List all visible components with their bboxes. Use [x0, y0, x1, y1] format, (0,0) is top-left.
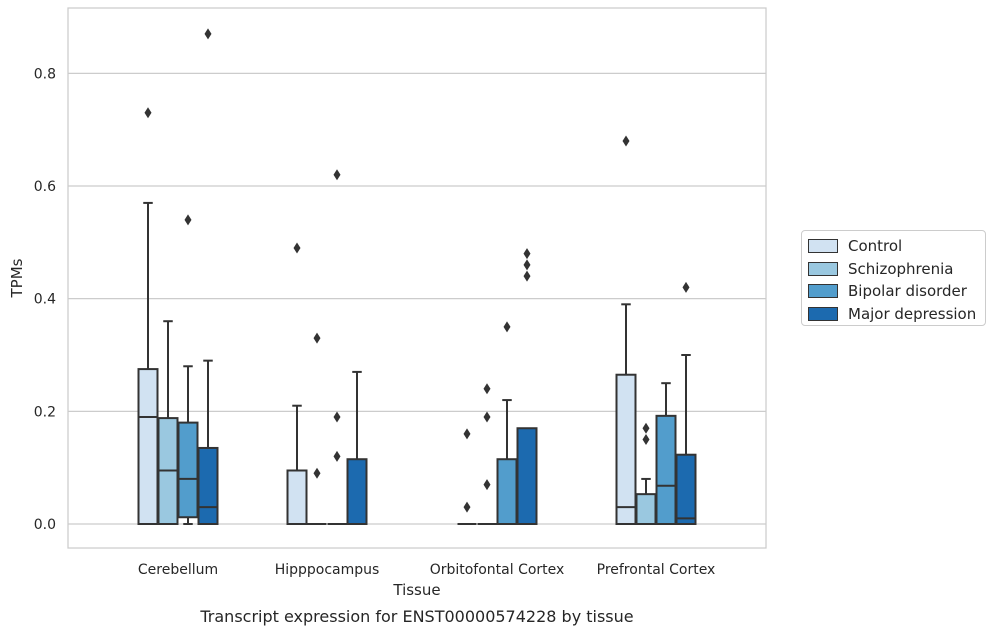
plot-frame [67, 7, 767, 549]
box-control-cerebellum [137, 107, 159, 525]
outlier-point [483, 411, 491, 423]
legend-label: Bipolar disorder [848, 282, 967, 301]
box-bipolar-disorder-orbitofontal-cortex [496, 321, 518, 525]
box-bipolar-disorder-cerebellum [177, 214, 199, 525]
outlier-point [523, 270, 531, 282]
box-iqr [197, 446, 219, 525]
box-iqr [516, 427, 538, 526]
legend-swatch [808, 306, 838, 321]
outlier-point [184, 214, 192, 226]
box-schizophrenia-hipppocampus [307, 332, 327, 525]
legend-label: Schizophrenia [848, 259, 954, 278]
box-iqr [496, 458, 518, 525]
outlier-point [333, 450, 341, 462]
x-axis-label: Tissue [392, 581, 440, 599]
outlier-point [483, 383, 491, 395]
legend-item: Bipolar disorder [808, 280, 985, 303]
box-major-depression-orbitofontal-cortex [516, 248, 538, 526]
box-bipolar-disorder-hipppocampus [327, 169, 347, 525]
box-schizophrenia-orbitofontal-cortex [477, 383, 497, 525]
box-major-depression-hipppocampus [346, 370, 368, 525]
box-iqr [635, 493, 657, 526]
box-iqr [286, 469, 308, 526]
outlier-point [144, 107, 152, 119]
box-control-prefrontal-cortex [615, 135, 637, 525]
chart-title: Transcript expression for ENST0000057422… [199, 607, 633, 626]
box-iqr [346, 458, 368, 525]
legend-swatch [808, 261, 838, 276]
outlier-point [463, 428, 471, 440]
y-tick-label: 0.0 [34, 517, 56, 533]
box-iqr [655, 414, 677, 526]
outlier-point [313, 467, 321, 479]
box-major-depression-cerebellum [197, 28, 219, 525]
box-iqr [675, 453, 697, 526]
y-axis-label: TPMs [8, 258, 26, 298]
outlier-point [682, 281, 690, 293]
box-iqr [615, 373, 637, 525]
legend: Control Schizophrenia Bipolar disorder Majo… [801, 230, 986, 326]
legend-item: Major depression [808, 303, 985, 326]
y-tick-label: 0.4 [34, 292, 56, 308]
outlier-point [523, 248, 531, 260]
box-control-hipppocampus [286, 242, 308, 526]
outlier-point [463, 501, 471, 513]
y-tick-layer: 0.0 0.2 0.4 0.6 0.8 [34, 66, 56, 533]
outlier-point [642, 434, 650, 446]
box-schizophrenia-prefrontal-cortex [635, 422, 657, 526]
legend-label: Control [848, 237, 903, 256]
legend-swatch [808, 239, 838, 254]
box-iqr [137, 368, 159, 525]
box-bipolar-disorder-prefrontal-cortex [655, 382, 677, 526]
outlier-point [503, 321, 511, 333]
outlier-point [483, 479, 491, 491]
outlier-point [204, 28, 212, 40]
outlier-point [333, 411, 341, 423]
x-tick-layer: Cerebellum Hipppocampus Orbitofontal Corte… [138, 562, 715, 578]
legend-item: Control [808, 235, 985, 258]
legend-label: Major depression [848, 304, 977, 323]
box-control-orbitofontal-cortex [457, 428, 477, 525]
x-tick-label: Prefrontal Cortex [597, 562, 716, 578]
box-schizophrenia-cerebellum [157, 320, 179, 526]
outlier-point [622, 135, 630, 147]
outlier-point [523, 259, 531, 271]
outlier-point [313, 332, 321, 344]
outlier-point [293, 242, 301, 254]
box-layer [137, 28, 697, 526]
legend-swatch [808, 284, 838, 299]
y-tick-label: 0.8 [34, 66, 56, 82]
box-major-depression-prefrontal-cortex [675, 281, 697, 526]
y-tick-label: 0.6 [34, 179, 56, 195]
x-tick-label: Cerebellum [138, 562, 218, 578]
x-tick-label: Hipppocampus [275, 562, 380, 578]
x-tick-label: Orbitofontal Cortex [430, 562, 565, 578]
y-tick-label: 0.2 [34, 404, 56, 420]
box-iqr [177, 421, 199, 519]
outlier-point [333, 169, 341, 181]
outlier-point [642, 422, 650, 434]
legend-item: Schizophrenia [808, 258, 985, 281]
